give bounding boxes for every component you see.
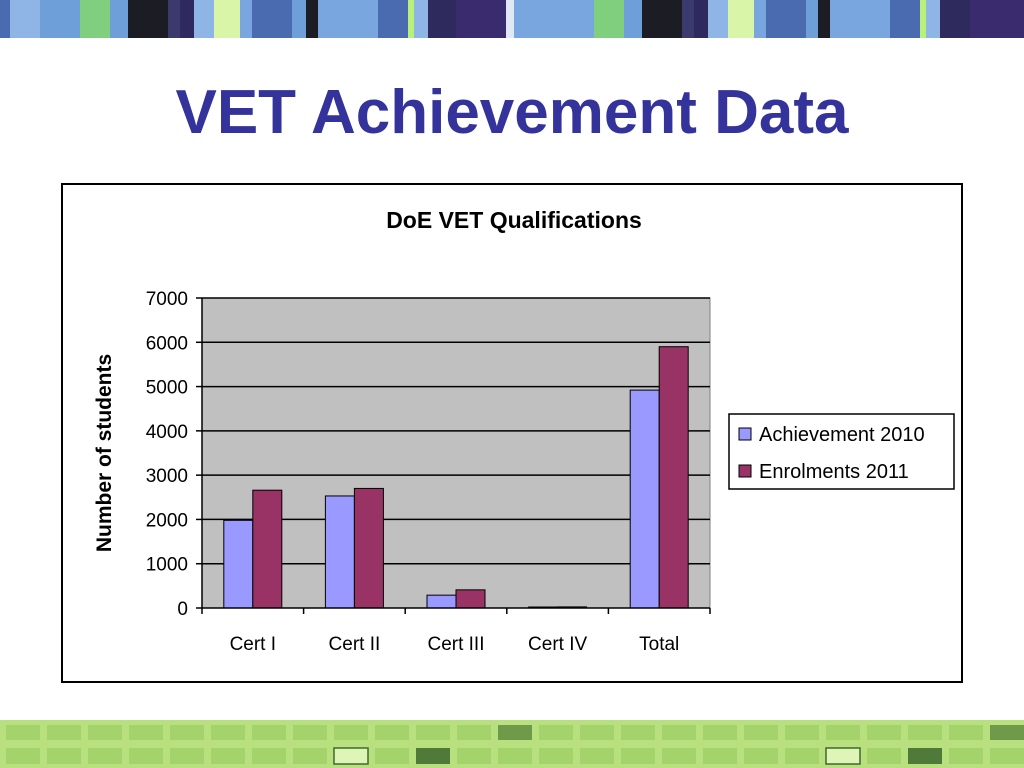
y-tick-label: 0: [177, 599, 188, 620]
legend-swatch-enrolments-2011: [738, 464, 752, 478]
y-tick-label: 3000: [146, 466, 188, 487]
bar-enrolments-2011-cert-iii: [455, 589, 486, 609]
decorative-tile: [990, 725, 1024, 740]
decorative-tile: [949, 725, 983, 740]
y-tick-label: 5000: [146, 378, 188, 399]
y-tick-label: 1000: [146, 555, 188, 576]
decorative-tile: [129, 725, 163, 740]
x-tick-label: Cert I: [230, 634, 276, 655]
y-axis-title: Number of students: [93, 354, 116, 552]
decorative-tile: [867, 725, 901, 740]
decorative-tile: [252, 725, 286, 740]
decorative-tile: [170, 725, 204, 740]
slide-title: VET Achievement Data: [175, 78, 849, 147]
decorative-tile: [908, 748, 942, 764]
decorative-tile: [662, 748, 696, 764]
decorative-tile: [703, 725, 737, 740]
bar-enrolments-2011-total: [658, 346, 689, 609]
legend: Achievement 2010 Enrolments 2011: [728, 413, 955, 490]
decorative-tile: [457, 725, 491, 740]
bar-enrolments-2011-cert-ii: [353, 487, 384, 609]
decorative-tile: [498, 725, 532, 740]
chart-frame: DoE VET Qualifications 0 1000 2000 3000 4000…: [61, 183, 963, 683]
decorative-tile: [293, 748, 327, 764]
decorative-tile: [949, 748, 983, 764]
x-tick-label: Cert III: [427, 634, 484, 655]
x-tick-label: Cert II: [329, 634, 381, 655]
decorative-tile: [375, 748, 409, 764]
y-tick-label: 2000: [146, 510, 188, 531]
decorative-tile: [170, 748, 204, 764]
decorative-tile: [129, 748, 163, 764]
decorative-tile: [211, 748, 245, 764]
decorative-tile: [990, 748, 1024, 764]
decorative-tile: [6, 725, 40, 740]
decorative-tile: [867, 748, 901, 764]
decorative-tile: [457, 748, 491, 764]
decorative-tile: [621, 748, 655, 764]
decorative-tile: [88, 748, 122, 764]
decorative-tile: [6, 748, 40, 764]
plot-area: [201, 297, 711, 609]
decorative-tile: [662, 725, 696, 740]
decorative-tile: [703, 748, 737, 764]
decorative-tile: [47, 725, 81, 740]
decorative-top-band: [0, 0, 1024, 38]
decorative-tile: [825, 747, 861, 765]
legend-box: [728, 413, 955, 490]
bar-achievement-2010-cert-ii: [324, 495, 355, 609]
bar-achievement-2010-total: [629, 389, 660, 609]
decorative-tile: [908, 725, 942, 740]
y-tick-label: 4000: [146, 422, 188, 443]
bar-enrolments-2011-cert-i: [252, 489, 283, 609]
decorative-tile: [785, 725, 819, 740]
decorative-tile: [334, 725, 368, 740]
y-tick-label: 6000: [146, 333, 188, 354]
decorative-tile: [375, 725, 409, 740]
decorative-tile: [621, 725, 655, 740]
gridlines: [202, 297, 710, 565]
chart-title: DoE VET Qualifications: [386, 207, 642, 233]
y-tick-label: 7000: [146, 289, 188, 310]
decorative-tile: [580, 748, 614, 764]
decorative-bottom-band: [0, 720, 1024, 768]
bar-chart: DoE VET Qualifications 0 1000 2000 3000 4000…: [93, 207, 955, 655]
decorative-tile: [744, 725, 778, 740]
bar-achievement-2010-cert-i: [223, 519, 254, 609]
decorative-tile: [826, 725, 860, 740]
bar-achievement-2010-cert-iii: [426, 594, 457, 609]
decorative-tile: [211, 725, 245, 740]
decorative-tile: [539, 725, 573, 740]
decorative-tile: [539, 748, 573, 764]
x-tick-label: Total: [639, 634, 679, 655]
decorative-tile: [498, 748, 532, 764]
decorative-tile: [416, 748, 450, 764]
decorative-tile: [416, 725, 450, 740]
decorative-tile: [785, 748, 819, 764]
decorative-tile: [580, 725, 614, 740]
x-tick-label: Cert IV: [528, 634, 587, 655]
decorative-tile: [333, 747, 369, 765]
decorative-tile: [47, 748, 81, 764]
legend-swatch-achievement-2010: [738, 427, 752, 441]
decorative-tile: [88, 725, 122, 740]
decorative-tile: [744, 748, 778, 764]
decorative-tile: [293, 725, 327, 740]
legend-label-achievement-2010: Achievement 2010: [759, 424, 925, 446]
decorative-tile: [252, 748, 286, 764]
legend-label-enrolments-2011: Enrolments 2011: [759, 461, 909, 483]
axes: 0 1000 2000 3000 4000 5000 6000 7000 Cert I Cert …: [146, 289, 711, 655]
